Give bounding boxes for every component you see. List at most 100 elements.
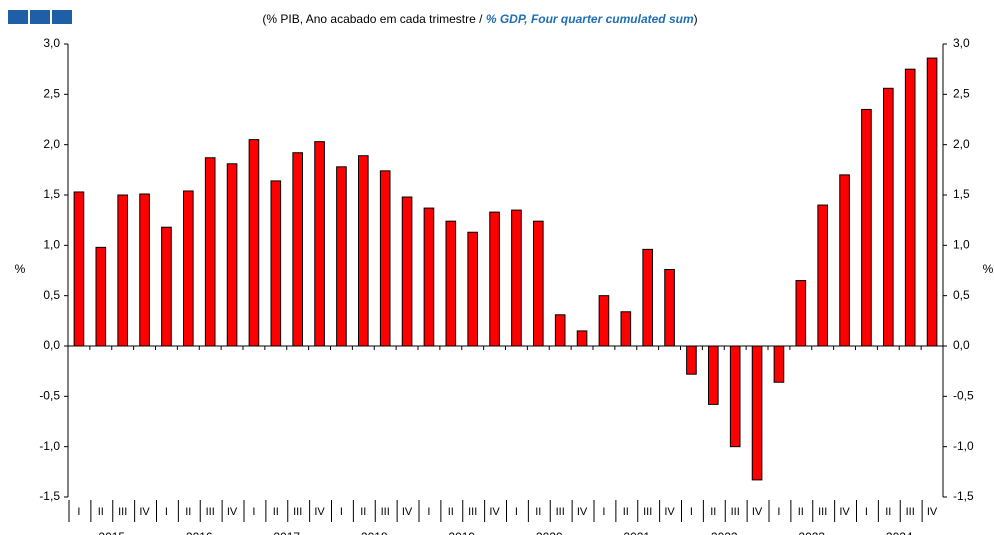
- y2-tick-label: 2,5: [953, 87, 970, 101]
- x-tick-label: IV: [314, 506, 325, 518]
- bar: [686, 345, 697, 375]
- title-end: ): [694, 12, 698, 26]
- bar: [73, 191, 85, 347]
- x-tick-label: II: [885, 506, 891, 518]
- bar: [183, 190, 194, 347]
- y-tick-label: 3,0: [43, 36, 60, 50]
- y-tick-label: 2,5: [43, 87, 60, 101]
- y-tick-label: 1,0: [43, 238, 60, 252]
- x-tick-label: IV: [752, 506, 763, 518]
- x-tick-label: IV: [139, 506, 150, 518]
- logo-block: [30, 10, 50, 24]
- y2-tick-label: 3,0: [953, 36, 970, 50]
- bar: [598, 295, 610, 347]
- year-label: 2022: [711, 530, 738, 535]
- y-tick-label: 0,0: [43, 338, 60, 352]
- x-tick-label: IV: [664, 506, 675, 518]
- y2-tick-label: -0,5: [953, 389, 974, 403]
- title-en: % GDP, Four quarter cumulated sum: [486, 12, 694, 26]
- bar: [314, 141, 325, 347]
- bar: [576, 330, 588, 347]
- bar: [204, 157, 216, 347]
- y-tick-label: 0,5: [43, 288, 60, 302]
- bar: [533, 220, 544, 347]
- bar: [139, 193, 150, 347]
- bar: [664, 268, 675, 347]
- y2-tick-label: -1,5: [953, 489, 974, 503]
- x-tick-label: I: [77, 506, 80, 518]
- bar: [467, 231, 478, 347]
- year-label: 2016: [186, 530, 213, 535]
- year-label: 2018: [361, 530, 388, 535]
- year-label: 2015: [98, 530, 125, 535]
- x-tick-label: I: [515, 506, 518, 518]
- x-tick-label: III: [643, 506, 652, 518]
- x-tick-label: II: [710, 506, 716, 518]
- bar: [926, 57, 938, 347]
- x-tick-label: III: [381, 506, 390, 518]
- chart-title: (% PIB, Ano acabado em cada trimestre / …: [262, 12, 697, 26]
- x-tick-label: I: [165, 506, 168, 518]
- bar: [620, 311, 632, 347]
- bar: [445, 220, 457, 347]
- bar: [161, 226, 172, 347]
- y-tick-label: -0,5: [39, 389, 60, 403]
- x-tick-label: I: [602, 506, 605, 518]
- y-tick-label: -1,5: [39, 489, 60, 503]
- bar: [839, 174, 850, 347]
- bar: [861, 108, 872, 347]
- x-tick-label: II: [623, 506, 629, 518]
- bar: [248, 139, 260, 347]
- year-label: 2020: [536, 530, 563, 535]
- x-tick-label: II: [535, 506, 541, 518]
- logo-block: [52, 10, 72, 24]
- x-tick-label: II: [98, 506, 104, 518]
- bar: [729, 345, 741, 448]
- bar: [883, 87, 894, 347]
- bar: [292, 152, 303, 347]
- bar: [336, 166, 347, 347]
- bar: [117, 194, 128, 347]
- y2-tick-label: 1,0: [953, 238, 970, 252]
- bar: [95, 246, 107, 347]
- x-tick-label: I: [427, 506, 430, 518]
- y-tick-label: 2,0: [43, 137, 60, 151]
- x-tick-label: III: [468, 506, 477, 518]
- x-tick-label: I: [252, 506, 255, 518]
- bar: [708, 345, 719, 405]
- x-tick-label: IV: [227, 506, 238, 518]
- title-pt: (% PIB, Ano acabado em cada trimestre /: [262, 12, 485, 26]
- x-tick-label: IV: [839, 506, 850, 518]
- year-label: 2023: [798, 530, 825, 535]
- x-tick-label: II: [273, 506, 279, 518]
- x-tick-label: III: [818, 506, 827, 518]
- y-tick-label: 1,5: [43, 187, 60, 201]
- x-tick-label: II: [360, 506, 366, 518]
- year-label: 2024: [886, 530, 913, 535]
- x-tick-label: II: [448, 506, 454, 518]
- y-tick-label: -1,0: [39, 439, 60, 453]
- bar: [773, 345, 785, 383]
- bar: [358, 155, 369, 347]
- bar: [554, 314, 566, 347]
- x-tick-label: III: [293, 506, 302, 518]
- bar: [270, 180, 282, 347]
- bar: [511, 209, 522, 347]
- bar: [795, 280, 807, 347]
- bar: [401, 196, 413, 347]
- x-tick-label: I: [777, 506, 780, 518]
- x-tick-label: IV: [927, 506, 938, 518]
- bar: [817, 204, 828, 347]
- x-tick-label: IV: [489, 506, 500, 518]
- bar: [489, 211, 500, 347]
- bar: [904, 68, 916, 347]
- x-tick-label: IV: [402, 506, 413, 518]
- y2-axis-label: %: [983, 262, 994, 276]
- x-tick-label: III: [556, 506, 565, 518]
- y2-tick-label: 2,0: [953, 137, 970, 151]
- y2-tick-label: 0,0: [953, 338, 970, 352]
- y-axis-label: %: [15, 262, 26, 276]
- year-label: 2019: [448, 530, 475, 535]
- x-tick-label: IV: [577, 506, 588, 518]
